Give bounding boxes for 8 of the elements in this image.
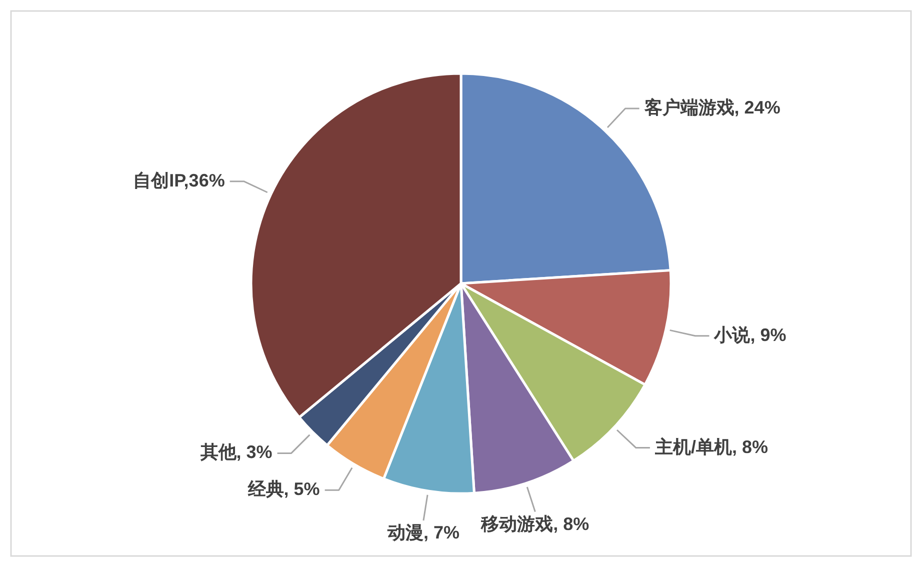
slice-label: 自创IP,36%	[133, 170, 225, 190]
slice-label: 主机/单机, 8%	[654, 436, 768, 457]
slice-label: 移动游戏, 8%	[480, 514, 590, 534]
slice-label: 经典, 5%	[246, 479, 320, 500]
slice-label: 客户端游戏, 24%	[643, 98, 780, 118]
slice-label: 动漫, 7%	[386, 522, 460, 543]
slice-label: 其他, 3%	[199, 442, 272, 462]
slice-label: 小说, 9%	[713, 324, 786, 345]
